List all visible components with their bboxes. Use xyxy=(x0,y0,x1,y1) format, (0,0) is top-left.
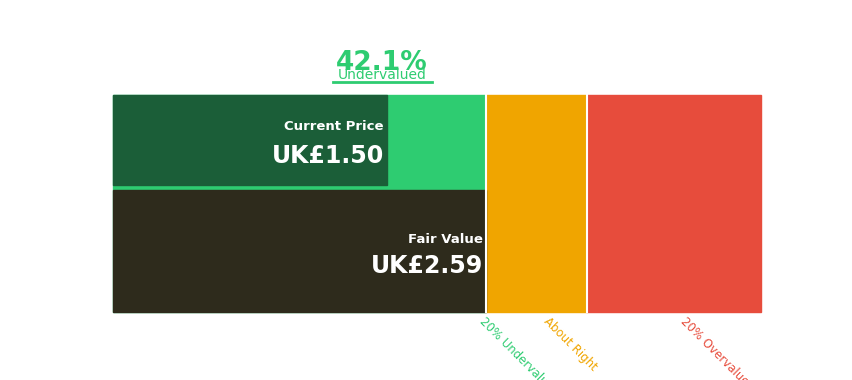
Text: About Right: About Right xyxy=(540,315,599,374)
Text: 20% Overvalued: 20% Overvalued xyxy=(677,315,756,380)
Bar xyxy=(486,95,586,312)
Bar xyxy=(586,95,760,312)
Text: UK£2.59: UK£2.59 xyxy=(371,254,482,278)
Bar xyxy=(113,95,486,312)
Bar xyxy=(113,95,387,185)
Text: Fair Value: Fair Value xyxy=(408,233,482,246)
Text: Undervalued: Undervalued xyxy=(337,68,426,82)
Text: UK£1.50: UK£1.50 xyxy=(272,144,383,168)
Text: 20% Undervalued: 20% Undervalued xyxy=(476,315,561,380)
Text: Current Price: Current Price xyxy=(284,120,383,133)
Text: 42.1%: 42.1% xyxy=(336,50,428,76)
Bar xyxy=(113,190,486,312)
